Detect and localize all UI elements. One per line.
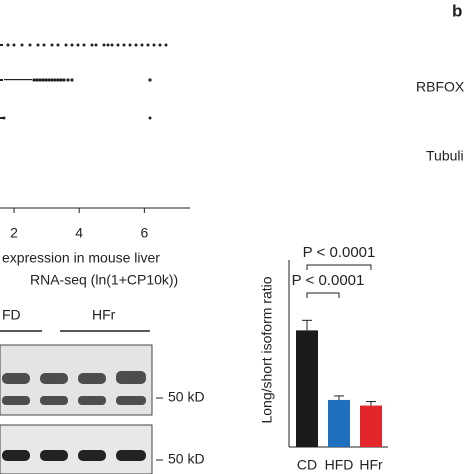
strip-dots	[0, 43, 168, 120]
dot	[64, 43, 68, 47]
bands	[2, 450, 146, 461]
panel-label: b	[452, 1, 462, 20]
y-label: Long/short isoform ratio	[259, 276, 275, 423]
row-label: Tubuli	[426, 148, 464, 164]
bands	[2, 371, 146, 405]
dot	[28, 43, 32, 47]
x-label: RNA-seq (ln(1+CP10k))	[30, 272, 178, 288]
annotation: P < 0.0001	[303, 244, 376, 261]
dot	[158, 43, 162, 47]
dot	[47, 78, 51, 82]
x-tick-label: 6	[140, 225, 148, 241]
dot	[59, 78, 63, 82]
x-tick-label: 4	[75, 225, 83, 241]
dot	[122, 43, 126, 47]
dot	[44, 78, 48, 82]
dot	[6, 43, 10, 47]
dot	[110, 43, 114, 47]
dot	[56, 78, 60, 82]
dot	[152, 43, 156, 47]
dot	[42, 43, 46, 47]
dot	[146, 43, 150, 47]
annotation: P < 0.0001	[292, 272, 365, 289]
dot	[50, 78, 54, 82]
x-tick-label: HFr	[359, 457, 383, 473]
x-label: expression in mouse liver	[2, 250, 160, 266]
dot	[56, 43, 60, 47]
bar	[328, 399, 350, 447]
bracket	[306, 264, 372, 270]
size-label: 50 kD	[168, 389, 205, 405]
dot	[62, 78, 66, 82]
dot	[140, 43, 144, 47]
dot	[82, 43, 86, 47]
dot	[38, 78, 42, 82]
dot	[41, 78, 45, 82]
bracket	[306, 292, 340, 298]
dot	[128, 43, 132, 47]
size-label: 50 kD	[168, 451, 205, 467]
dot	[106, 43, 110, 47]
dot	[35, 78, 39, 82]
dot	[20, 43, 24, 47]
dot	[90, 43, 94, 47]
dot	[148, 78, 152, 82]
dot	[164, 43, 168, 47]
bar	[296, 330, 318, 447]
dot	[102, 43, 106, 47]
blot-panel	[0, 424, 153, 474]
dot	[94, 43, 98, 47]
dot	[70, 43, 74, 47]
x-tick-label: CD	[297, 457, 317, 473]
dot	[70, 78, 74, 82]
dash	[4, 79, 32, 81]
dot	[76, 43, 80, 47]
x-tick-label: HFD	[325, 457, 354, 473]
dot	[36, 43, 40, 47]
dot	[134, 43, 138, 47]
dot	[32, 78, 36, 82]
group-label: HFr	[92, 307, 116, 323]
x-tick-label: 2	[10, 225, 18, 241]
dot	[53, 78, 57, 82]
bar	[360, 405, 382, 447]
row-label: RBFOX	[416, 79, 465, 95]
dot	[116, 43, 120, 47]
dot	[12, 43, 16, 47]
dot	[66, 78, 70, 82]
group-label: FD	[2, 307, 21, 323]
dot	[50, 43, 54, 47]
